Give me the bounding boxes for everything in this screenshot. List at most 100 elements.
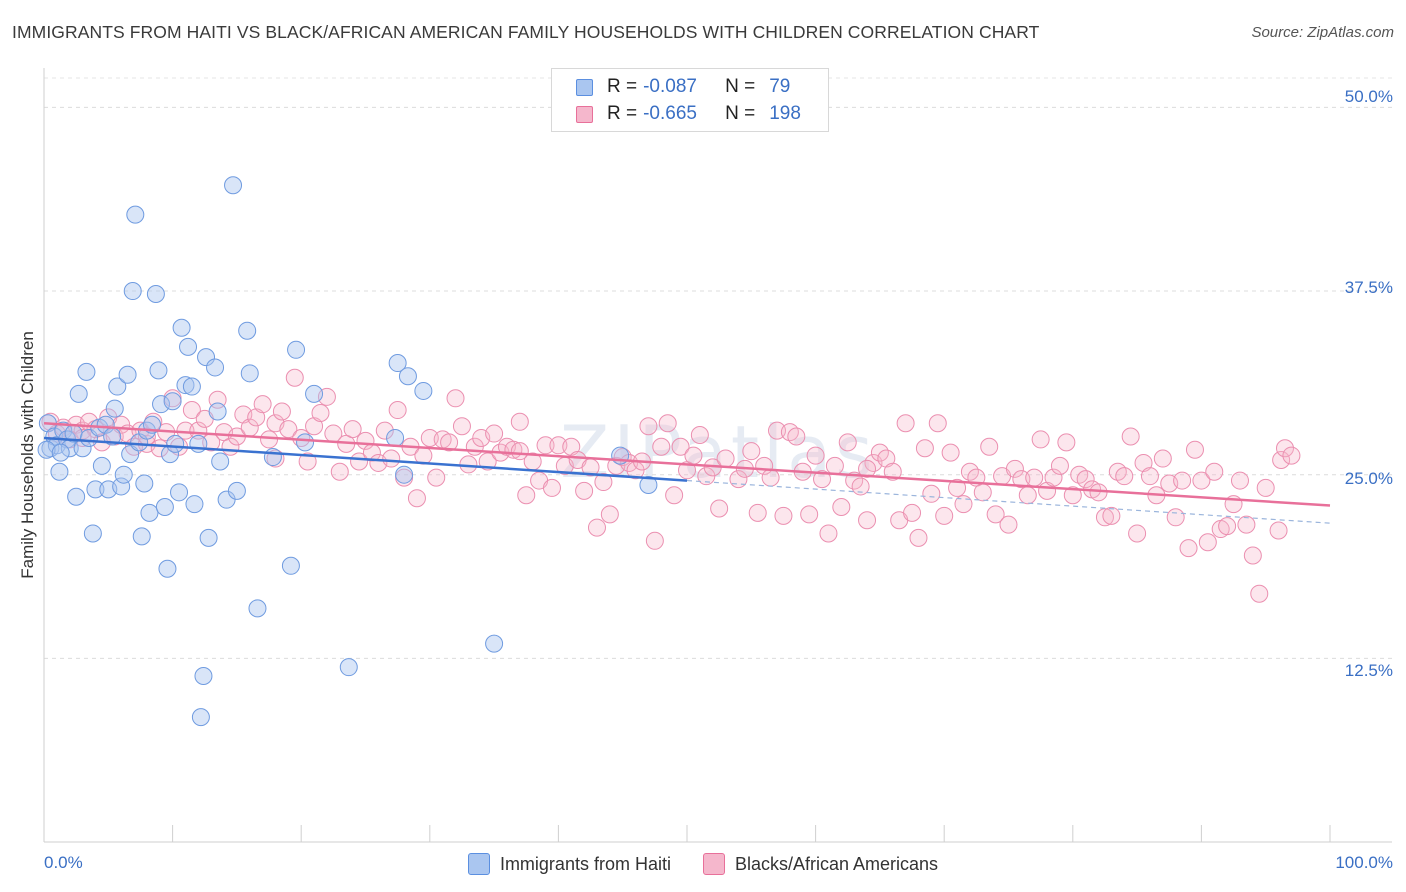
haiti-point <box>185 495 204 514</box>
black-point <box>858 459 877 478</box>
haiti-trend-line <box>43 436 688 482</box>
black-point <box>375 421 394 440</box>
legend-swatch-blue <box>576 78 593 96</box>
black-point <box>440 433 459 452</box>
y-axis-label: Family Households with Children <box>18 331 37 579</box>
black-point <box>542 478 561 497</box>
black-point <box>903 503 922 522</box>
series-swatch-blue <box>467 853 490 875</box>
haiti-point <box>51 443 70 462</box>
black-point <box>941 443 960 462</box>
black-point <box>838 433 857 452</box>
black-point <box>73 428 92 447</box>
black-point <box>182 401 201 420</box>
black-point <box>1044 468 1063 487</box>
haiti-point <box>395 465 414 484</box>
black-point <box>1140 467 1159 486</box>
black-point <box>189 421 208 440</box>
black-point <box>1057 433 1076 452</box>
haiti-point <box>37 440 56 459</box>
series-legend: Immigrants from Haiti Blacks/African Ame… <box>0 853 1406 875</box>
series-legend-black: Blacks/African Americans <box>702 853 939 875</box>
black-point <box>1269 521 1288 540</box>
black-point <box>272 402 291 421</box>
black-point <box>510 412 529 431</box>
series-label: Blacks/African Americans <box>734 853 939 874</box>
haiti-point <box>166 434 185 453</box>
black-point <box>1192 471 1211 490</box>
black-point <box>948 478 967 497</box>
black-trend-line <box>43 422 1331 507</box>
black-point <box>645 531 664 550</box>
black-point <box>311 403 330 422</box>
black-point <box>980 437 999 456</box>
black-point <box>1153 449 1172 468</box>
correlation-legend: R = -0.087 N = 79 R = -0.665 N = 198 <box>551 68 829 132</box>
haiti-point <box>172 318 191 337</box>
black-point <box>1121 427 1140 446</box>
haiti-point <box>135 474 154 493</box>
haiti-point <box>281 556 300 575</box>
axes <box>43 68 1392 843</box>
haiti-point <box>248 599 267 618</box>
black-point <box>787 427 806 446</box>
haiti-point <box>140 503 159 522</box>
haiti-point <box>163 392 182 411</box>
haiti-point <box>123 282 142 301</box>
black-point <box>459 455 478 474</box>
black-point <box>896 414 915 433</box>
black-point <box>536 436 555 455</box>
black-point <box>343 420 362 439</box>
legend-n-value: 79 <box>769 76 791 97</box>
black-point <box>594 473 613 492</box>
black-point <box>446 389 465 408</box>
black-point <box>1230 471 1249 490</box>
legend-r-value: -0.087 <box>643 76 697 97</box>
series-label: Immigrants from Haiti <box>499 853 671 874</box>
trend-lines <box>43 422 1331 524</box>
series-legend-haiti: Immigrants from Haiti <box>467 853 671 875</box>
black-point <box>652 437 671 456</box>
black-point <box>935 506 954 525</box>
haiti-point <box>287 340 306 359</box>
black-point <box>1012 470 1031 489</box>
haiti-point <box>118 365 137 384</box>
black-point <box>1237 515 1256 534</box>
black-point <box>1272 451 1291 469</box>
black-point <box>1256 478 1275 497</box>
haiti-point <box>114 465 133 484</box>
legend-r-label: R = <box>607 103 638 124</box>
black-point <box>420 428 439 447</box>
y-tick-label: 12.5% <box>1344 661 1393 680</box>
legend-r-label: R = <box>607 76 638 97</box>
black-point <box>549 436 568 455</box>
legend-n-label: N = <box>725 103 756 124</box>
black-point <box>388 401 407 420</box>
haiti-point <box>206 358 225 377</box>
black-point <box>1250 584 1269 603</box>
haiti-point <box>152 395 171 414</box>
haiti-point <box>83 524 102 543</box>
black-point <box>1173 471 1192 490</box>
black-point <box>851 477 870 496</box>
black-point <box>1031 430 1050 449</box>
black-point <box>684 446 703 465</box>
legend-swatch-pink <box>576 105 593 123</box>
black-point <box>716 449 735 468</box>
haiti-point <box>296 433 315 452</box>
black-point <box>330 462 349 481</box>
haiti-point <box>176 376 195 395</box>
haiti-point <box>339 658 358 677</box>
haiti-point <box>211 452 230 471</box>
haiti-point <box>155 498 174 517</box>
black-point <box>909 528 928 547</box>
black-point <box>1243 546 1262 565</box>
haiti-point <box>96 415 115 434</box>
haiti-point <box>179 337 198 356</box>
haiti-point <box>194 666 213 685</box>
legend-row-black: R = -0.665 N = 198 <box>576 102 801 126</box>
haiti-point <box>191 708 210 727</box>
haiti-point <box>158 559 177 578</box>
haiti-point <box>398 367 417 386</box>
